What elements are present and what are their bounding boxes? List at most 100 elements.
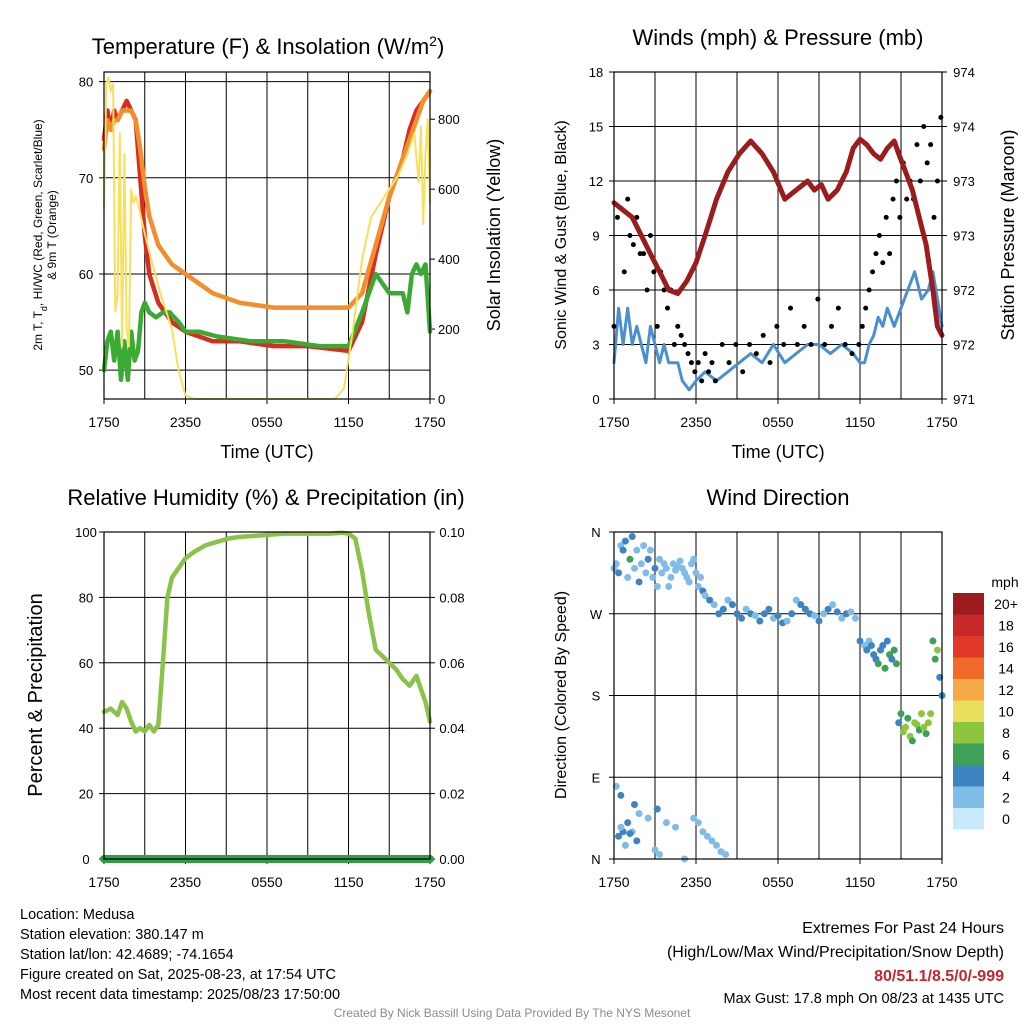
speed-legend: mph 0 2 4 6 8 10 12 14 16 18 20+: [953, 574, 1019, 830]
gust-point: [709, 360, 715, 366]
direction-point: [624, 573, 632, 581]
winds-title: Winds (mph) & Pressure (mb): [633, 25, 924, 50]
gust-point: [774, 323, 780, 329]
y-tick-label: E: [592, 770, 601, 785]
legend-label: 6: [1002, 746, 1010, 762]
right-y-tick-label: 0.00: [439, 852, 464, 867]
right-y-tick-label: 0.08: [439, 590, 464, 605]
gust-point: [934, 178, 940, 184]
gust-point: [866, 287, 872, 293]
direction-point: [690, 555, 698, 563]
humidity-panel: 0 20 40 60 80 100 0.00 0.02 0.04 0.06 0.08 0.10 1750…: [25, 485, 465, 890]
gust-point: [675, 323, 681, 329]
direction-point: [633, 546, 641, 554]
direction-point: [922, 730, 930, 738]
direction-point: [874, 660, 882, 668]
direction-point: [765, 605, 773, 613]
direction-point: [820, 610, 828, 618]
gust-point: [753, 351, 759, 357]
direction-point: [653, 805, 661, 813]
gust-point: [822, 342, 828, 347]
figure-created: Figure created on Sat, 2025-08-23, at 17…: [20, 967, 336, 983]
y-tick-label: W: [590, 607, 603, 622]
legend-label: 12: [998, 682, 1014, 698]
gust-point: [712, 378, 718, 384]
gust-point: [890, 196, 896, 202]
direction-point: [653, 583, 661, 590]
right-y-tick-label: 0.04: [439, 721, 464, 736]
direction-point: [631, 801, 638, 808]
direction-point: [642, 569, 650, 577]
direction-title: Wind Direction: [706, 485, 849, 510]
legend-label: 16: [998, 639, 1014, 655]
right-y-tick-label: 800: [438, 112, 460, 127]
y-tick-label: 15: [589, 120, 603, 135]
direction-point: [904, 714, 912, 722]
legend-swatch: [953, 808, 984, 830]
y-tick-label: 20: [79, 787, 93, 802]
gust-point: [931, 214, 937, 220]
extremes-title: Extremes For Past 24 Hours: [802, 920, 1004, 937]
direction-point: [933, 646, 941, 654]
series-line-pressure: [611, 136, 945, 338]
gust-point: [747, 342, 753, 347]
gust-point: [788, 305, 794, 311]
gust-point: [695, 360, 701, 366]
gust-point: [870, 269, 876, 275]
temperature-title: Temperature (F) & Insolation (W/m2): [92, 33, 445, 59]
direction-point: [633, 837, 641, 845]
direction-point: [902, 723, 910, 731]
humidity-title: Relative Humidity (%) & Precipitation (i…: [67, 485, 464, 510]
direction-point: [931, 655, 939, 663]
x-tick-label: 1150: [845, 414, 875, 430]
y-tick-label: 18: [589, 65, 603, 80]
legend-swatch: [953, 765, 984, 787]
direction-point: [895, 719, 903, 727]
direction-point: [847, 608, 855, 616]
gust-point: [671, 342, 677, 347]
direction-point: [656, 555, 664, 563]
gust-point: [719, 342, 725, 347]
gust-point: [699, 378, 705, 384]
gust-point: [835, 305, 841, 311]
legend-swatch: [953, 700, 984, 722]
direction-point: [810, 612, 818, 620]
direction-point: [733, 610, 741, 618]
winds-right-y-label: Station Pressure (Maroon): [998, 129, 1018, 340]
direction-point: [724, 596, 732, 604]
y-tick-label: 70: [79, 171, 93, 186]
direction-point: [728, 601, 736, 609]
x-tick-label: 0550: [251, 874, 282, 890]
direction-point: [694, 819, 702, 827]
direction-point: [690, 814, 698, 822]
direction-point: [824, 605, 832, 613]
winds-panel: 0 3 6 9 12 15 18 971 972 972 973 973 974 974 1750 2350 0…: [553, 25, 1018, 462]
gust-point: [630, 242, 636, 248]
x-tick-label: 2350: [170, 414, 201, 430]
direction-point: [619, 546, 627, 554]
gust-point: [685, 351, 691, 357]
station-latlon: Station lat/lon: 42.4689; -74.1654: [20, 947, 234, 963]
direction-point: [756, 617, 764, 625]
direction-point: [676, 557, 684, 565]
direction-point: [797, 601, 805, 609]
direction-point: [621, 537, 629, 545]
gust-point: [740, 369, 746, 375]
legend-label: 20+: [994, 596, 1018, 612]
gust-point: [904, 196, 910, 202]
direction-point: [617, 823, 625, 831]
gust-point: [880, 260, 886, 266]
gust-point: [688, 360, 694, 366]
right-y-tick-label: 972: [953, 338, 975, 353]
direction-point: [637, 560, 645, 568]
gust-point: [682, 342, 688, 347]
y-tick-label: S: [592, 689, 601, 704]
gust-point: [815, 296, 821, 302]
direction-point: [913, 721, 921, 729]
gust-point: [702, 351, 708, 357]
legend-swatch: [953, 786, 984, 808]
gust-point: [621, 269, 627, 275]
direction-point: [713, 841, 720, 849]
direction-point: [801, 605, 809, 613]
x-tick-label: 1750: [598, 874, 629, 890]
